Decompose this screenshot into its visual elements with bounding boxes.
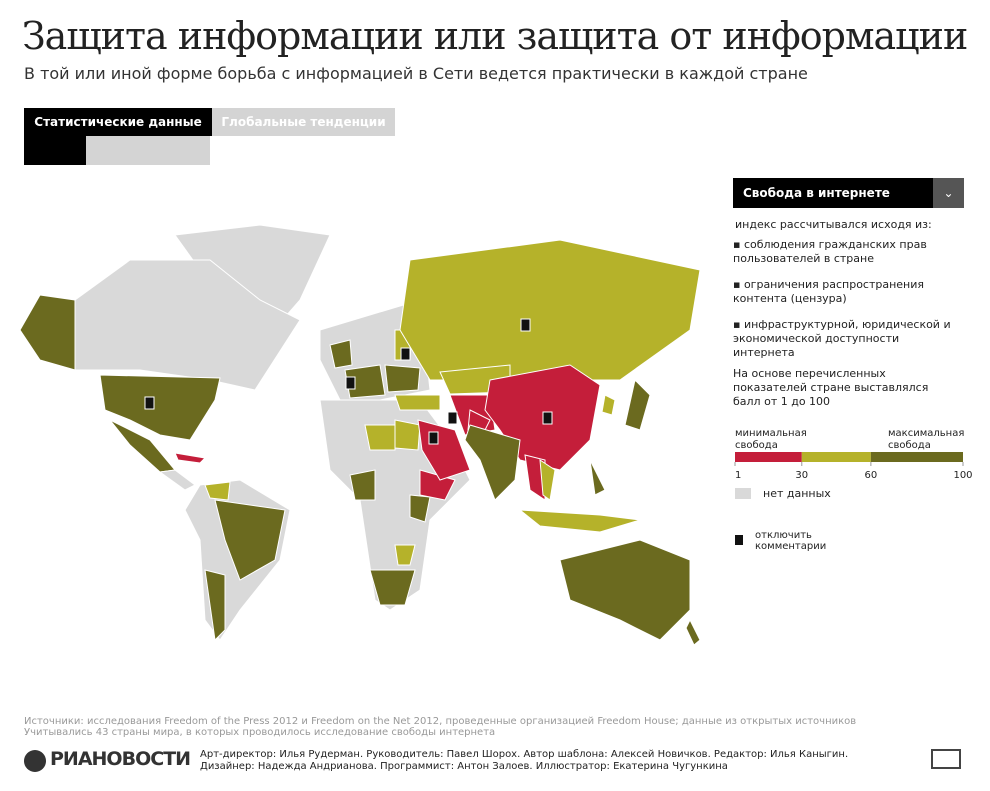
india <box>464 424 521 501</box>
russia <box>399 239 701 381</box>
scale: 1 30 60 100 <box>734 452 973 481</box>
sources: Источники: исследования Freedom of the P… <box>24 716 857 727</box>
kenya <box>409 494 431 523</box>
bullet: ▪ соблюдения гражданских прав пользовате… <box>733 238 927 265</box>
map-view-button[interactable] <box>24 136 86 165</box>
cuba <box>174 452 207 464</box>
ukraine <box>384 364 421 393</box>
scale-tick-label: 100 <box>953 470 972 481</box>
myanmar <box>524 454 546 501</box>
scale-segment <box>735 452 802 462</box>
scale-segment <box>870 452 963 462</box>
min-label: минимальная свобода <box>735 428 807 451</box>
comment-marker[interactable] <box>345 376 356 390</box>
argentina <box>204 569 226 642</box>
comments-toggle[interactable]: отключить комментарии <box>755 530 827 552</box>
zambia <box>394 544 416 566</box>
credits: Дизайнер: Надежда Андрианова. Программис… <box>200 761 728 772</box>
turkey <box>394 394 441 411</box>
fullscreen-button[interactable] <box>931 749 961 769</box>
scale-segment <box>801 452 871 462</box>
comment-marker[interactable] <box>428 431 439 445</box>
subtitle: В той или иной форме борьба с информацие… <box>24 64 808 83</box>
legend-intro: индекс рассчитывался исходя из: <box>735 218 932 231</box>
brazil <box>214 499 286 581</box>
comment-marker[interactable] <box>144 396 155 410</box>
philippines <box>589 459 606 496</box>
central-america <box>158 469 196 491</box>
dropdown-arrow[interactable]: ⌄ <box>933 178 964 208</box>
new-zealand <box>685 618 701 646</box>
dropdown[interactable]: Свобода в интернете <box>733 178 933 208</box>
australia <box>559 539 691 641</box>
logo: РИАНОВОСТИ <box>50 748 191 770</box>
korea <box>601 394 616 416</box>
comment-marker[interactable] <box>400 347 411 361</box>
max-label: максимальная свобода <box>888 428 965 451</box>
tab[interactable]: Глобальные тенденции <box>212 108 395 136</box>
uk <box>329 339 353 369</box>
canada <box>74 259 301 391</box>
scatter-view-button[interactable] <box>86 136 148 165</box>
table-view-button[interactable] <box>148 136 210 165</box>
alaska <box>19 294 76 371</box>
tab[interactable]: Статистические данные <box>24 108 212 136</box>
countries-note: Учитывались 43 страны мира, в которых пр… <box>24 727 496 738</box>
comment-marker[interactable] <box>520 318 531 332</box>
world-map <box>19 224 701 646</box>
title: Защита информации или защита от информац… <box>22 14 968 58</box>
thailand <box>539 459 556 501</box>
comment-icon[interactable] <box>735 535 743 545</box>
bullet: ▪ инфраструктурной, юридической и эконом… <box>733 318 951 359</box>
scale-tick-label: 30 <box>795 470 808 481</box>
no-data-swatch <box>735 488 751 499</box>
south-africa <box>369 569 416 606</box>
comment-marker[interactable] <box>447 411 458 425</box>
bullet-text: инфраструктурной, юридической и экономич… <box>733 318 951 359</box>
bullet-text: соблюдения гражданских прав пользователе… <box>733 238 927 265</box>
usa <box>99 374 221 441</box>
libya <box>364 424 396 451</box>
scale-tick-label: 60 <box>865 470 878 481</box>
bullet: ▪ ограничения распространения контента (… <box>733 278 925 305</box>
egypt <box>394 419 421 451</box>
indonesia <box>518 509 641 533</box>
venezuela <box>204 481 231 501</box>
bullet-text: ограничения распространения контента (це… <box>733 278 925 305</box>
credits: Арт-директор: Илья Рудерман. Руководител… <box>200 749 849 760</box>
scale-tick-label: 1 <box>735 470 741 481</box>
no-data-label: нет данных <box>763 487 831 500</box>
nigeria <box>349 469 376 501</box>
logo-mark <box>24 750 46 772</box>
japan <box>624 379 651 431</box>
comment-marker[interactable] <box>542 411 553 425</box>
legend-note: На основе перечисленных показателей стра… <box>733 367 929 408</box>
